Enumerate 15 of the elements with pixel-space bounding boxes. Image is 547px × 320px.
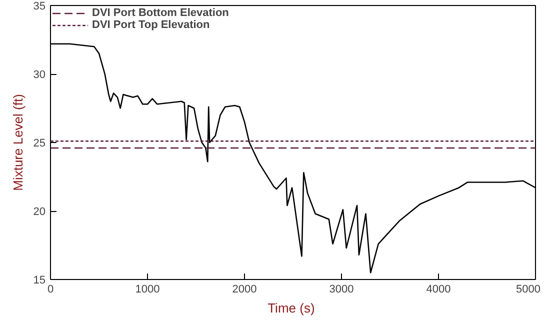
x-tick-label: 1000 [135,284,160,296]
legend-label: DVI Port Bottom Elevation [92,7,229,19]
y-tick-label: 30 [33,69,46,81]
x-tick-label: 5000 [516,284,541,296]
x-tick-label: 0 [47,284,54,296]
x-axis-title: Time (s) [268,300,315,316]
x-tick-label: 4000 [426,284,451,296]
x-tick-label: 2000 [232,284,257,296]
y-axis-title: Mixture Level (ft) [10,94,26,191]
y-tick-label: 25 [33,138,46,150]
y-tick-label: 15 [33,274,46,286]
y-tick-label: 35 [33,0,46,12]
x-tick-label: 3000 [329,284,354,296]
legend-label: DVI Port Top Elevation [92,19,210,31]
y-tick-label: 20 [33,206,46,218]
